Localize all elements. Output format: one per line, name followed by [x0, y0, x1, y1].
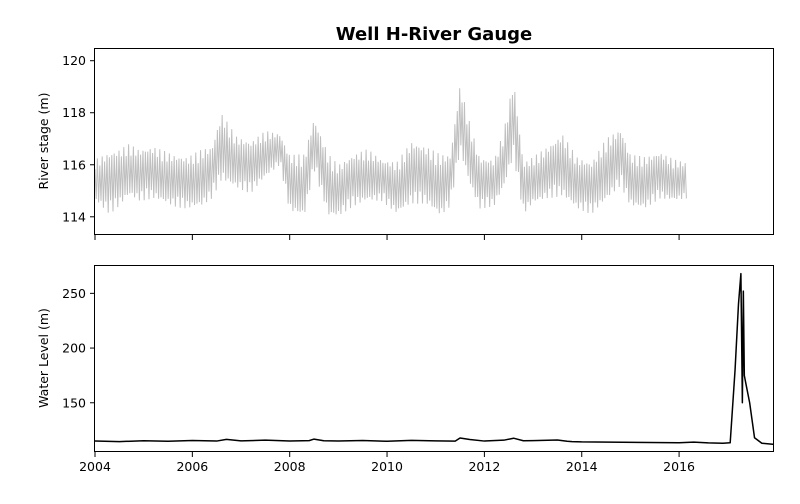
y-tick-label: 116	[62, 157, 86, 172]
water-level-panel: 150 200 250 2004 2006 2008 2010 2012 2014 2016 W…	[36, 265, 775, 474]
river-stage-series-line	[94, 88, 687, 215]
water-level-series-line	[94, 272, 775, 446]
water-level-axes-frame	[94, 265, 774, 452]
x-tick-label: 2004	[79, 459, 111, 474]
y-tick-label: 200	[62, 341, 86, 356]
water-level-x-ticks: 2004 2006 2008 2010 2012 2014 2016	[79, 452, 695, 474]
x-tick-label: 2008	[274, 459, 306, 474]
river-stage-y-label: River stage (m)	[36, 93, 51, 190]
river-stage-panel: 114 116 118 120 River stage (m)	[36, 48, 774, 240]
x-tick-label: 2012	[468, 459, 500, 474]
river-stage-x-ticks	[94, 235, 680, 240]
x-tick-label: 2006	[176, 459, 208, 474]
water-level-y-label: Water Level (m)	[36, 308, 51, 408]
x-tick-label: 2010	[371, 459, 403, 474]
x-tick-label: 2016	[663, 459, 695, 474]
river-stage-axes-frame	[94, 48, 774, 235]
chart-title: Well H-River Gauge	[336, 24, 533, 45]
water-level-series-layer	[94, 272, 775, 446]
x-tick-label: 2014	[566, 459, 598, 474]
river-stage-series-layer	[94, 88, 687, 215]
y-tick-label: 118	[62, 105, 86, 120]
water-level-y-ticks: 150 200 250	[62, 286, 95, 410]
y-tick-label: 150	[62, 395, 86, 410]
y-tick-label: 250	[62, 286, 86, 301]
river-stage-y-ticks: 114 116 118 120	[62, 53, 95, 224]
y-tick-label: 114	[62, 209, 86, 224]
y-tick-label: 120	[62, 53, 86, 68]
